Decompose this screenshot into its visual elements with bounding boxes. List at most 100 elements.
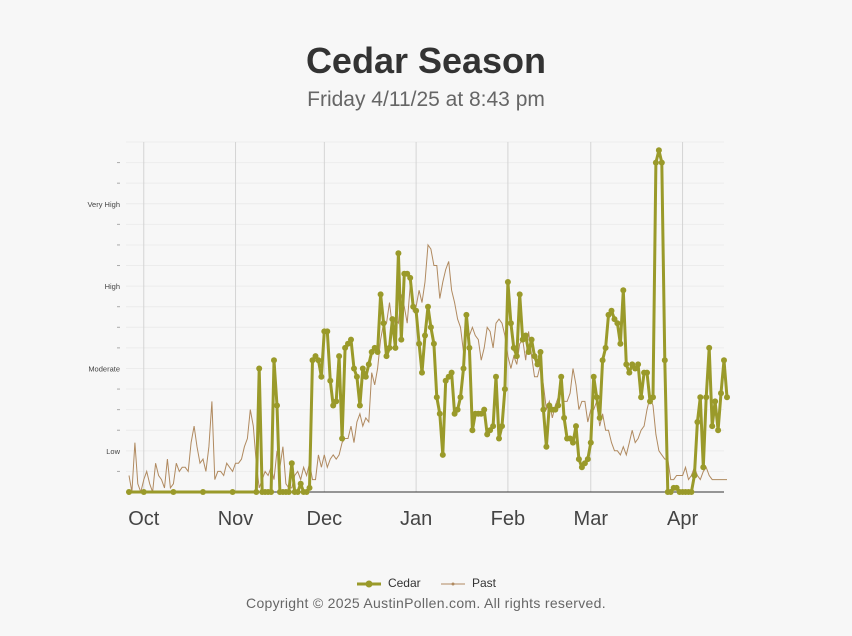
cedar-point[interactable] (318, 373, 325, 380)
cedar-point[interactable] (377, 291, 384, 298)
cedar-point[interactable] (294, 489, 301, 495)
cedar-point[interactable] (126, 489, 132, 495)
cedar-point[interactable] (413, 307, 420, 314)
cedar-point[interactable] (309, 357, 316, 364)
cedar-point[interactable] (490, 423, 497, 430)
cedar-point[interactable] (638, 394, 645, 401)
cedar-point[interactable] (655, 147, 662, 154)
cedar-point[interactable] (374, 349, 381, 355)
cedar-point[interactable] (327, 377, 334, 384)
cedar-point[interactable] (694, 419, 701, 425)
cedar-point[interactable] (596, 414, 603, 421)
cedar-point[interactable] (555, 402, 562, 409)
cedar-point[interactable] (499, 423, 505, 430)
cedar-point[interactable] (200, 489, 206, 495)
cedar-point[interactable] (362, 373, 369, 380)
cedar-point[interactable] (422, 332, 428, 339)
cedar-point[interactable] (558, 373, 565, 380)
cedar-point[interactable] (481, 406, 488, 413)
cedar-point[interactable] (703, 394, 710, 401)
legend-item-cedar[interactable]: Cedar (356, 576, 421, 590)
cedar-point[interactable] (404, 270, 411, 277)
cedar-point[interactable] (718, 390, 724, 397)
cedar-point[interactable] (416, 340, 423, 347)
cedar-point[interactable] (700, 464, 707, 471)
cedar-point[interactable] (315, 357, 322, 364)
cedar-point[interactable] (617, 340, 624, 347)
cedar-point[interactable] (356, 402, 363, 409)
cedar-point[interactable] (496, 435, 502, 442)
cedar-point[interactable] (546, 402, 553, 409)
cedar-point[interactable] (386, 344, 393, 351)
cedar-point[interactable] (430, 340, 437, 347)
cedar-point[interactable] (398, 336, 405, 343)
cedar-point[interactable] (534, 361, 541, 368)
cedar-point[interactable] (673, 484, 680, 491)
cedar-point[interactable] (368, 349, 375, 355)
cedar-point[interactable] (620, 287, 627, 294)
cedar-point[interactable] (451, 410, 458, 417)
cedar-point[interactable] (493, 373, 499, 380)
cedar-point[interactable] (510, 344, 517, 351)
cedar-point[interactable] (593, 394, 600, 401)
cedar-point[interactable] (330, 402, 337, 409)
cedar-point[interactable] (691, 472, 698, 479)
cedar-point[interactable] (395, 250, 402, 257)
cedar-point[interactable] (501, 386, 508, 393)
cedar-point[interactable] (504, 279, 511, 285)
cedar-point[interactable] (584, 456, 591, 463)
cedar-point[interactable] (721, 357, 727, 364)
legend-item-past[interactable]: Past (440, 576, 496, 590)
cedar-point[interactable] (383, 353, 390, 360)
cedar-point[interactable] (285, 489, 292, 495)
cedar-point[interactable] (540, 406, 547, 413)
cedar-point[interactable] (140, 489, 147, 495)
cedar-point[interactable] (454, 406, 461, 413)
cedar-point[interactable] (537, 349, 544, 355)
cedar-point[interactable] (288, 460, 295, 467)
cedar-point[interactable] (575, 456, 582, 463)
cedar-point[interactable] (256, 365, 263, 372)
cedar-point[interactable] (543, 443, 550, 450)
cedar-point[interactable] (271, 357, 277, 364)
cedar-point[interactable] (439, 451, 446, 458)
cedar-point[interactable] (706, 344, 713, 351)
cedar-point[interactable] (626, 369, 633, 376)
cedar-point[interactable] (599, 357, 606, 364)
cedar-point[interactable] (623, 361, 630, 368)
cedar-point[interactable] (345, 340, 351, 347)
cedar-point[interactable] (525, 349, 532, 355)
cedar-point[interactable] (614, 320, 621, 327)
cedar-point[interactable] (602, 344, 609, 351)
cedar-point[interactable] (528, 336, 535, 343)
cedar-point[interactable] (351, 365, 357, 372)
cedar-point[interactable] (274, 402, 280, 409)
cedar-point[interactable] (433, 394, 440, 401)
cedar-point[interactable] (658, 159, 665, 166)
cedar-point[interactable] (650, 394, 656, 401)
cedar-point[interactable] (484, 431, 491, 438)
cedar-point[interactable] (253, 489, 260, 495)
cedar-point[interactable] (389, 316, 396, 323)
cedar-point[interactable] (635, 361, 642, 368)
cedar-point[interactable] (460, 365, 467, 372)
cedar-point[interactable] (466, 344, 473, 351)
cedar-point[interactable] (487, 427, 494, 434)
cedar-point[interactable] (392, 344, 399, 351)
cedar-point[interactable] (348, 336, 354, 343)
cedar-point[interactable] (715, 427, 722, 434)
cedar-point[interactable] (448, 369, 455, 376)
cedar-point[interactable] (170, 489, 177, 495)
cedar-point[interactable] (590, 373, 597, 380)
cedar-point[interactable] (469, 427, 476, 434)
cedar-point[interactable] (297, 480, 304, 487)
cedar-point[interactable] (608, 307, 615, 314)
cedar-point[interactable] (336, 353, 343, 360)
cedar-point[interactable] (561, 414, 568, 421)
cedar-point[interactable] (667, 489, 674, 495)
cedar-point[interactable] (442, 377, 449, 384)
cedar-point[interactable] (507, 320, 514, 327)
cedar-point[interactable] (419, 369, 425, 376)
cedar-point[interactable] (709, 423, 716, 430)
cedar-point[interactable] (436, 410, 443, 417)
